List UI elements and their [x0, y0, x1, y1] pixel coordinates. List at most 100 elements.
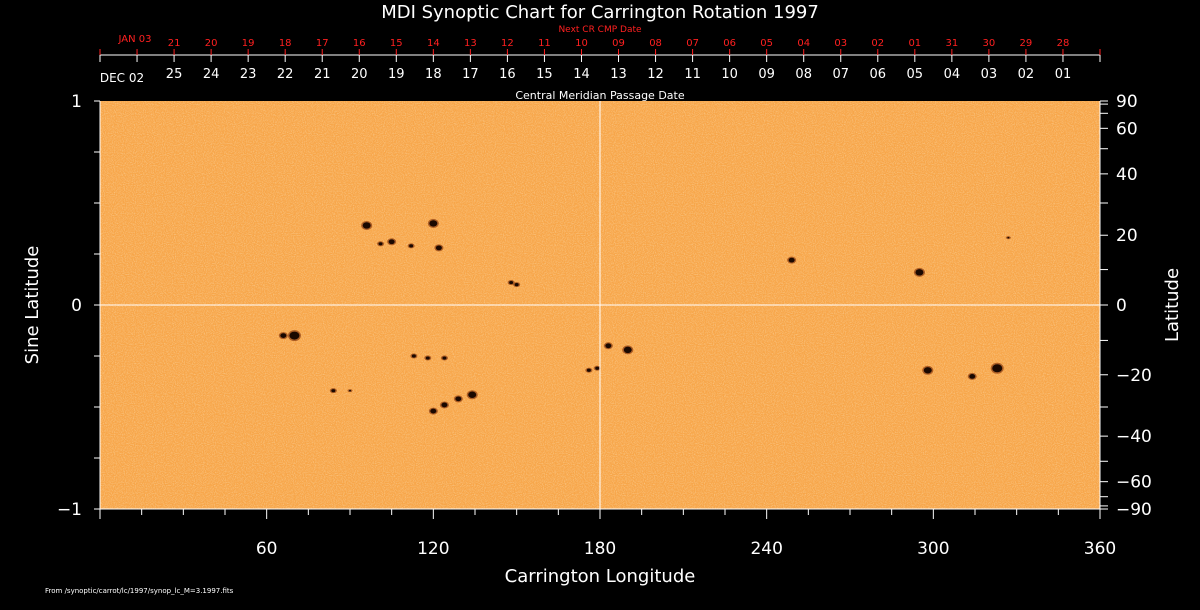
sunspot: [623, 346, 632, 354]
next-start-label: JAN 03: [118, 34, 152, 45]
next-date-label: 16: [353, 38, 366, 49]
next-date-label: 10: [575, 38, 588, 49]
y-left-tick-label: −1: [57, 500, 82, 520]
cmp-date-label: 01: [1055, 67, 1072, 82]
next-cmp-axis-label: Next CR CMP Date: [558, 25, 642, 35]
next-date-label: 13: [464, 38, 477, 49]
next-date-label: 31: [945, 38, 958, 49]
next-date-label: 01: [908, 38, 921, 49]
next-date-label: 12: [501, 38, 514, 49]
y-right-tick-label: −20: [1116, 366, 1152, 386]
chart-title: MDI Synoptic Chart for Carrington Rotati…: [381, 2, 819, 23]
next-date-label: 18: [279, 38, 292, 49]
sunspot: [430, 408, 437, 414]
next-date-label: 08: [649, 38, 662, 49]
y-right-tick-label: 20: [1116, 226, 1138, 246]
cmp-date-label: 23: [240, 67, 257, 82]
cmp-date-label: 16: [499, 67, 516, 82]
sunspot: [378, 242, 383, 246]
cmp-date-label: 13: [610, 67, 627, 82]
sunspot: [442, 356, 447, 360]
next-date-label: 21: [168, 38, 181, 49]
y-axis-label-left: Sine Latitude: [22, 246, 43, 365]
cmp-date-label: 17: [462, 67, 479, 82]
cmp-date-label: 24: [203, 67, 220, 82]
cmp-date-label: 20: [351, 67, 368, 82]
next-date-label: 05: [760, 38, 773, 49]
sunspot: [514, 283, 519, 287]
y-right-tick-label: 60: [1116, 119, 1138, 139]
next-date-label: 06: [723, 38, 736, 49]
sunspot: [605, 343, 612, 349]
cmp-date-label: 05: [907, 67, 924, 82]
cmp-date-label: 15: [536, 67, 553, 82]
sunspot: [455, 396, 462, 402]
x-axis-label: Carrington Longitude: [505, 566, 696, 587]
next-date-label: 09: [612, 38, 625, 49]
next-date-label: 02: [871, 38, 884, 49]
sunspot: [923, 367, 932, 374]
cmp-date-label: 11: [684, 67, 701, 82]
next-date-label: 11: [538, 38, 551, 49]
sunspot: [915, 269, 924, 276]
y-right-tick-label: 0: [1116, 296, 1127, 316]
sunspot: [280, 333, 287, 338]
cmp-date-label: 09: [758, 67, 775, 82]
cmp-date-label: 22: [277, 67, 294, 82]
sunspot: [411, 354, 416, 358]
next-date-label: 30: [983, 38, 996, 49]
sunspot: [992, 364, 1003, 373]
cmp-axis-label-bg: [500, 89, 700, 100]
y-left-tick-label: 1: [71, 92, 82, 112]
sunspot: [429, 220, 438, 227]
next-date-label: 19: [242, 38, 255, 49]
y-left-tick-label: 0: [71, 296, 82, 316]
sunspot: [349, 389, 351, 392]
cmp-date-label: 07: [832, 67, 849, 82]
cmp-date-label: 06: [870, 67, 887, 82]
cmp-date-label: 08: [795, 67, 812, 82]
cmp-date-label: 21: [314, 67, 331, 82]
sunspot: [509, 280, 514, 285]
cmp-date-label: 10: [721, 67, 738, 82]
y-right-tick-label: 90: [1116, 92, 1138, 112]
next-date-label: 17: [316, 38, 329, 49]
sunspot: [289, 331, 300, 340]
sunspot: [409, 244, 414, 248]
sunspot-layer: [278, 218, 1011, 415]
cmp-date-label: 18: [425, 67, 442, 82]
next-date-label: 14: [427, 38, 440, 49]
sunspot: [788, 257, 795, 263]
footer-path: From /synoptic/carrot/lc/1997/synop_lc_M…: [45, 587, 234, 595]
sunspot: [595, 366, 600, 370]
y-right-tick-label: −90: [1116, 500, 1152, 520]
cmp-date-label: 02: [1018, 67, 1035, 82]
cmp-start-label: DEC 02: [100, 71, 144, 85]
sunspot: [362, 222, 371, 229]
sunspot: [435, 245, 442, 251]
next-date-label: 29: [1020, 38, 1033, 49]
next-date-label: 28: [1057, 38, 1070, 49]
cmp-axis-label: Central Meridian Passage Date: [515, 89, 684, 102]
x-tick-label: 240: [750, 539, 782, 559]
cmp-date-label: 25: [166, 67, 183, 82]
next-date-label: 20: [205, 38, 218, 49]
cmp-date-label: 19: [388, 67, 405, 82]
sunspot: [586, 368, 591, 372]
cmp-date-label: 04: [944, 67, 961, 82]
next-date-label: 03: [834, 38, 847, 49]
y-right-tick-label: −40: [1116, 427, 1152, 447]
cmp-date-label: 03: [981, 67, 998, 82]
sunspot: [388, 239, 395, 245]
cmp-date-label: 12: [647, 67, 664, 82]
sunspot: [969, 374, 976, 379]
sunspot: [441, 402, 448, 408]
x-tick-label: 300: [917, 539, 949, 559]
x-tick-label: 120: [417, 539, 449, 559]
sunspot: [1007, 236, 1010, 239]
y-right-tick-label: 40: [1116, 165, 1138, 185]
y-right-tick-label: −60: [1116, 473, 1152, 493]
y-axis-label-right: Latitude: [1162, 268, 1183, 342]
next-date-label: 04: [797, 38, 810, 49]
